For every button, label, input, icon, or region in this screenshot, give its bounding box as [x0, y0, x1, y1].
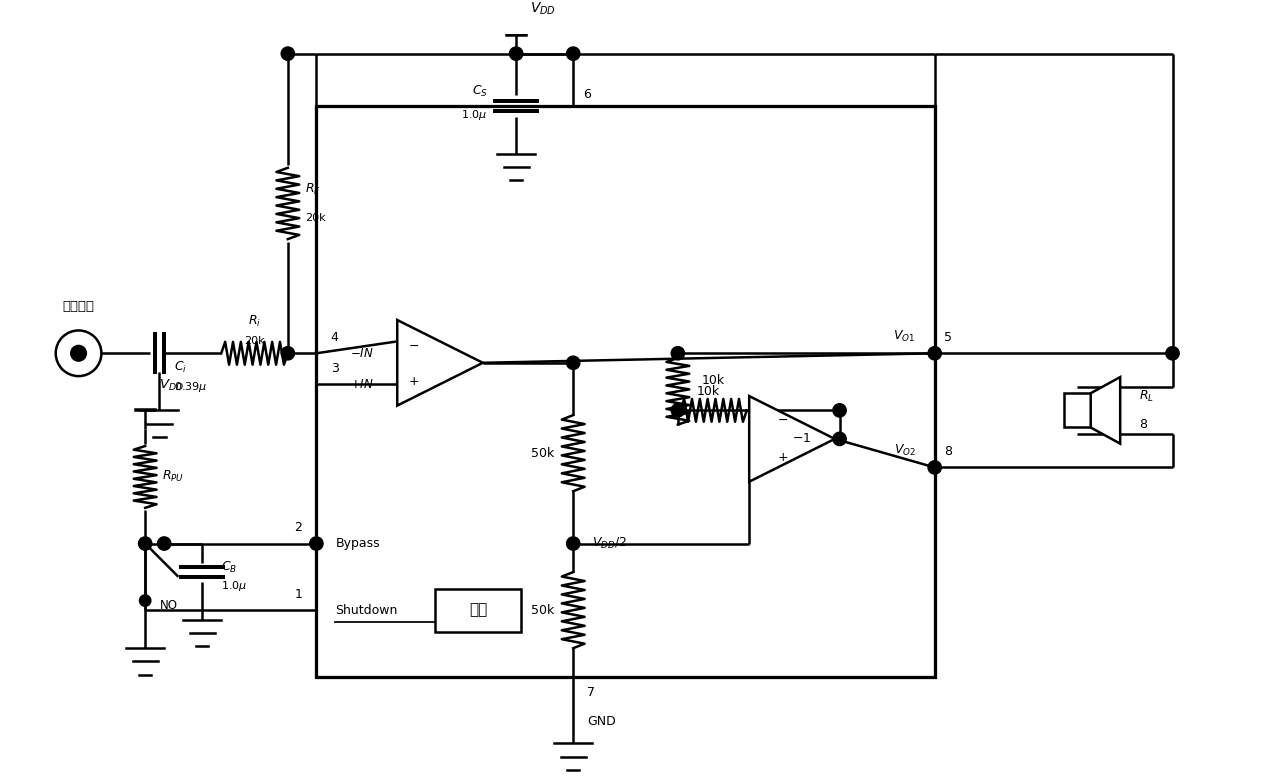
Text: $\it{V}_{DD}$: $\it{V}_{DD}$ — [530, 1, 556, 18]
Circle shape — [70, 345, 86, 362]
Text: GND: GND — [588, 715, 616, 728]
Text: 2: 2 — [294, 521, 303, 534]
Circle shape — [281, 47, 295, 61]
Text: 5: 5 — [944, 331, 953, 344]
Bar — [317, 106, 935, 677]
Text: $V_{O2}$: $V_{O2}$ — [894, 443, 916, 458]
Text: $-$: $-$ — [408, 339, 418, 352]
Text: $+$: $+$ — [777, 452, 789, 464]
Text: 8: 8 — [944, 445, 953, 458]
Text: $C_i$: $C_i$ — [174, 360, 187, 375]
Text: $C_B$: $C_B$ — [221, 559, 238, 575]
Text: 偏置: 偏置 — [469, 603, 487, 618]
Text: $-1$: $-1$ — [792, 432, 812, 445]
Bar — [1065, 393, 1090, 428]
Text: $R_F$: $R_F$ — [305, 182, 321, 197]
Text: NO: NO — [159, 599, 177, 611]
Text: 3: 3 — [331, 362, 338, 375]
Circle shape — [158, 537, 170, 550]
Circle shape — [281, 347, 295, 360]
Circle shape — [833, 432, 846, 445]
Text: 7: 7 — [588, 686, 595, 699]
Circle shape — [566, 537, 580, 550]
Bar — [435, 589, 522, 632]
Text: $+IN$: $+IN$ — [350, 378, 374, 390]
Text: $R_i$: $R_i$ — [248, 314, 261, 330]
Text: $\it{V}_{DD}/2$: $\it{V}_{DD}/2$ — [593, 536, 627, 551]
Circle shape — [672, 347, 684, 360]
Text: $+$: $+$ — [408, 376, 418, 388]
Text: 1: 1 — [294, 587, 303, 601]
Circle shape — [672, 404, 684, 417]
Text: 50k: 50k — [530, 447, 555, 459]
Text: Bypass: Bypass — [336, 537, 380, 550]
Circle shape — [309, 537, 323, 550]
Polygon shape — [749, 396, 834, 482]
Polygon shape — [1090, 377, 1121, 444]
Text: $0.39\mu$: $0.39\mu$ — [174, 379, 207, 393]
Text: $1.0\mu$: $1.0\mu$ — [462, 109, 487, 123]
Circle shape — [139, 537, 151, 550]
Text: $\it{V}_{DD}$: $\it{V}_{DD}$ — [159, 378, 184, 393]
Text: 10k: 10k — [697, 385, 720, 398]
Text: $C_S$: $C_S$ — [472, 84, 487, 99]
Text: $R_L$: $R_L$ — [1140, 389, 1154, 404]
Text: 6: 6 — [583, 88, 590, 101]
Text: 20k: 20k — [305, 213, 326, 223]
Text: $-IN$: $-IN$ — [350, 347, 374, 360]
Text: 4: 4 — [331, 331, 338, 344]
Text: Shutdown: Shutdown — [336, 604, 398, 617]
Circle shape — [833, 404, 846, 417]
Text: 20k: 20k — [244, 336, 265, 345]
Text: 音频输入: 音频输入 — [62, 300, 94, 314]
Circle shape — [140, 538, 151, 549]
Text: $-$: $-$ — [777, 414, 789, 426]
Circle shape — [929, 461, 941, 474]
Polygon shape — [397, 320, 483, 406]
Circle shape — [929, 347, 941, 360]
Circle shape — [140, 595, 151, 606]
Text: 8: 8 — [1140, 418, 1147, 431]
Text: 50k: 50k — [530, 604, 555, 617]
Circle shape — [566, 47, 580, 61]
Text: $R_{PU}$: $R_{PU}$ — [163, 469, 184, 484]
Text: $1.0\mu$: $1.0\mu$ — [221, 580, 248, 594]
Text: 10k: 10k — [702, 373, 725, 386]
Text: $V_{O1}$: $V_{O1}$ — [893, 329, 916, 344]
Circle shape — [1166, 347, 1179, 360]
Circle shape — [566, 356, 580, 369]
Circle shape — [510, 47, 523, 61]
